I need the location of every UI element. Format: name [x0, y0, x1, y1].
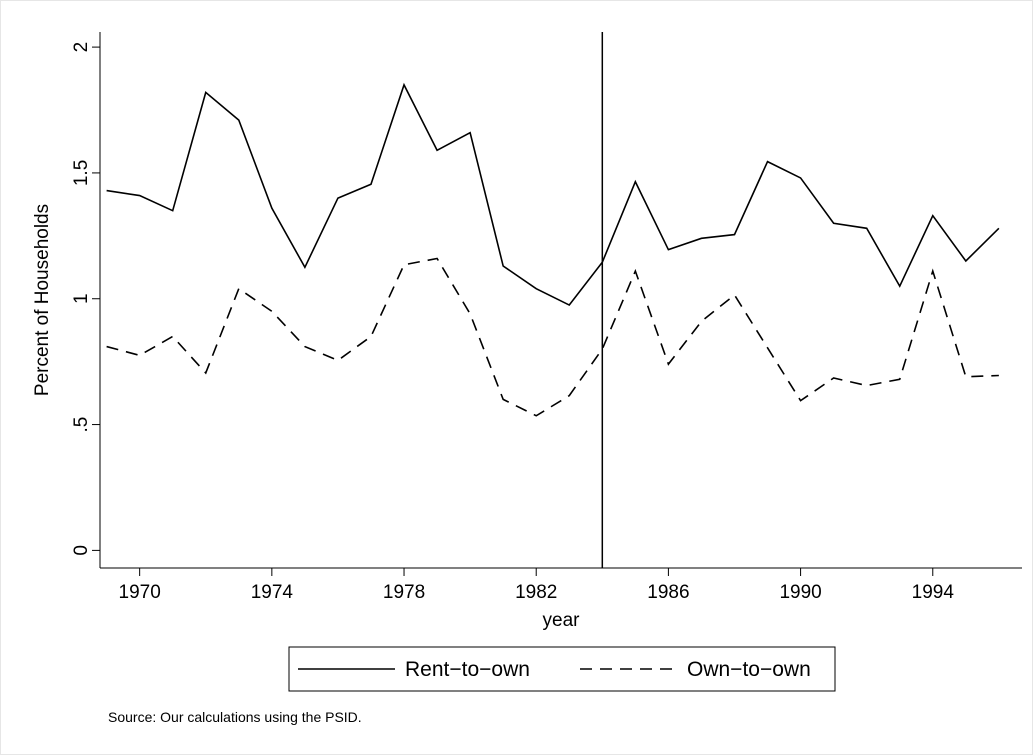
- y-tick-label: 2: [71, 42, 92, 53]
- x-axis-label: year: [543, 610, 581, 631]
- x-tick-label: 1982: [515, 582, 557, 603]
- legend-label: Own−to−own: [687, 658, 811, 681]
- y-tick-label: 1: [71, 293, 92, 304]
- series-line: [106, 257, 999, 417]
- source-note: Source: Our calculations using the PSID.: [108, 709, 362, 725]
- y-tick-label: .5: [71, 417, 92, 433]
- x-tick-label: 1970: [119, 582, 161, 603]
- y-tick-label: 0: [71, 545, 92, 556]
- legend-label: Rent−to−own: [405, 658, 530, 681]
- x-tick-label: 1994: [912, 582, 955, 603]
- x-tick-label: 1974: [251, 582, 294, 603]
- x-tick-label: 1986: [647, 582, 689, 603]
- series-line: [106, 82, 1000, 307]
- x-tick-label: 1990: [779, 582, 821, 603]
- y-axis-label: Percent of Households: [32, 204, 53, 396]
- y-tick-label: 1.5: [71, 160, 92, 186]
- x-tick-label: 1978: [383, 582, 425, 603]
